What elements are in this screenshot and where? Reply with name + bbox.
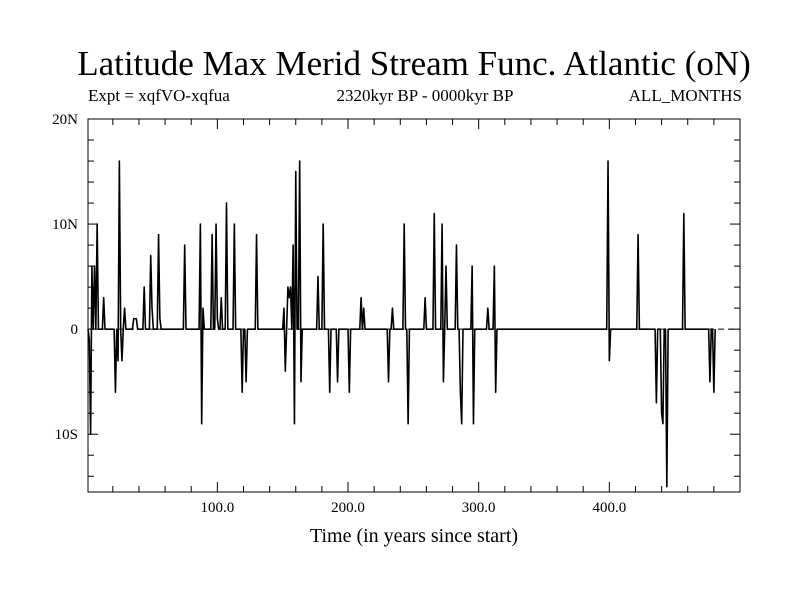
experiment-label: Expt = xqfVO-xqfua <box>88 86 230 105</box>
chart-title: Latitude Max Merid Stream Func. Atlantic… <box>77 44 751 83</box>
y-tick-label: 10N <box>52 217 78 233</box>
y-tick-label: 20N <box>52 112 78 128</box>
y-tick-label: 10S <box>55 427 78 443</box>
x-axis-label: Time (in years since start) <box>309 525 519 547</box>
x-tick-label: 100.0 <box>200 500 234 516</box>
x-tick-label: 200.0 <box>331 500 365 516</box>
series-line <box>87 160 716 488</box>
x-tick-label: 400.0 <box>592 500 626 516</box>
x-tick-label: 300.0 <box>462 500 496 516</box>
months-label: ALL_MONTHS <box>628 86 742 105</box>
plot-frame <box>87 118 741 493</box>
time-range-label: 2320kyr BP - 0000kyr BP <box>336 86 514 105</box>
y-tick-label: 0 <box>71 322 79 338</box>
